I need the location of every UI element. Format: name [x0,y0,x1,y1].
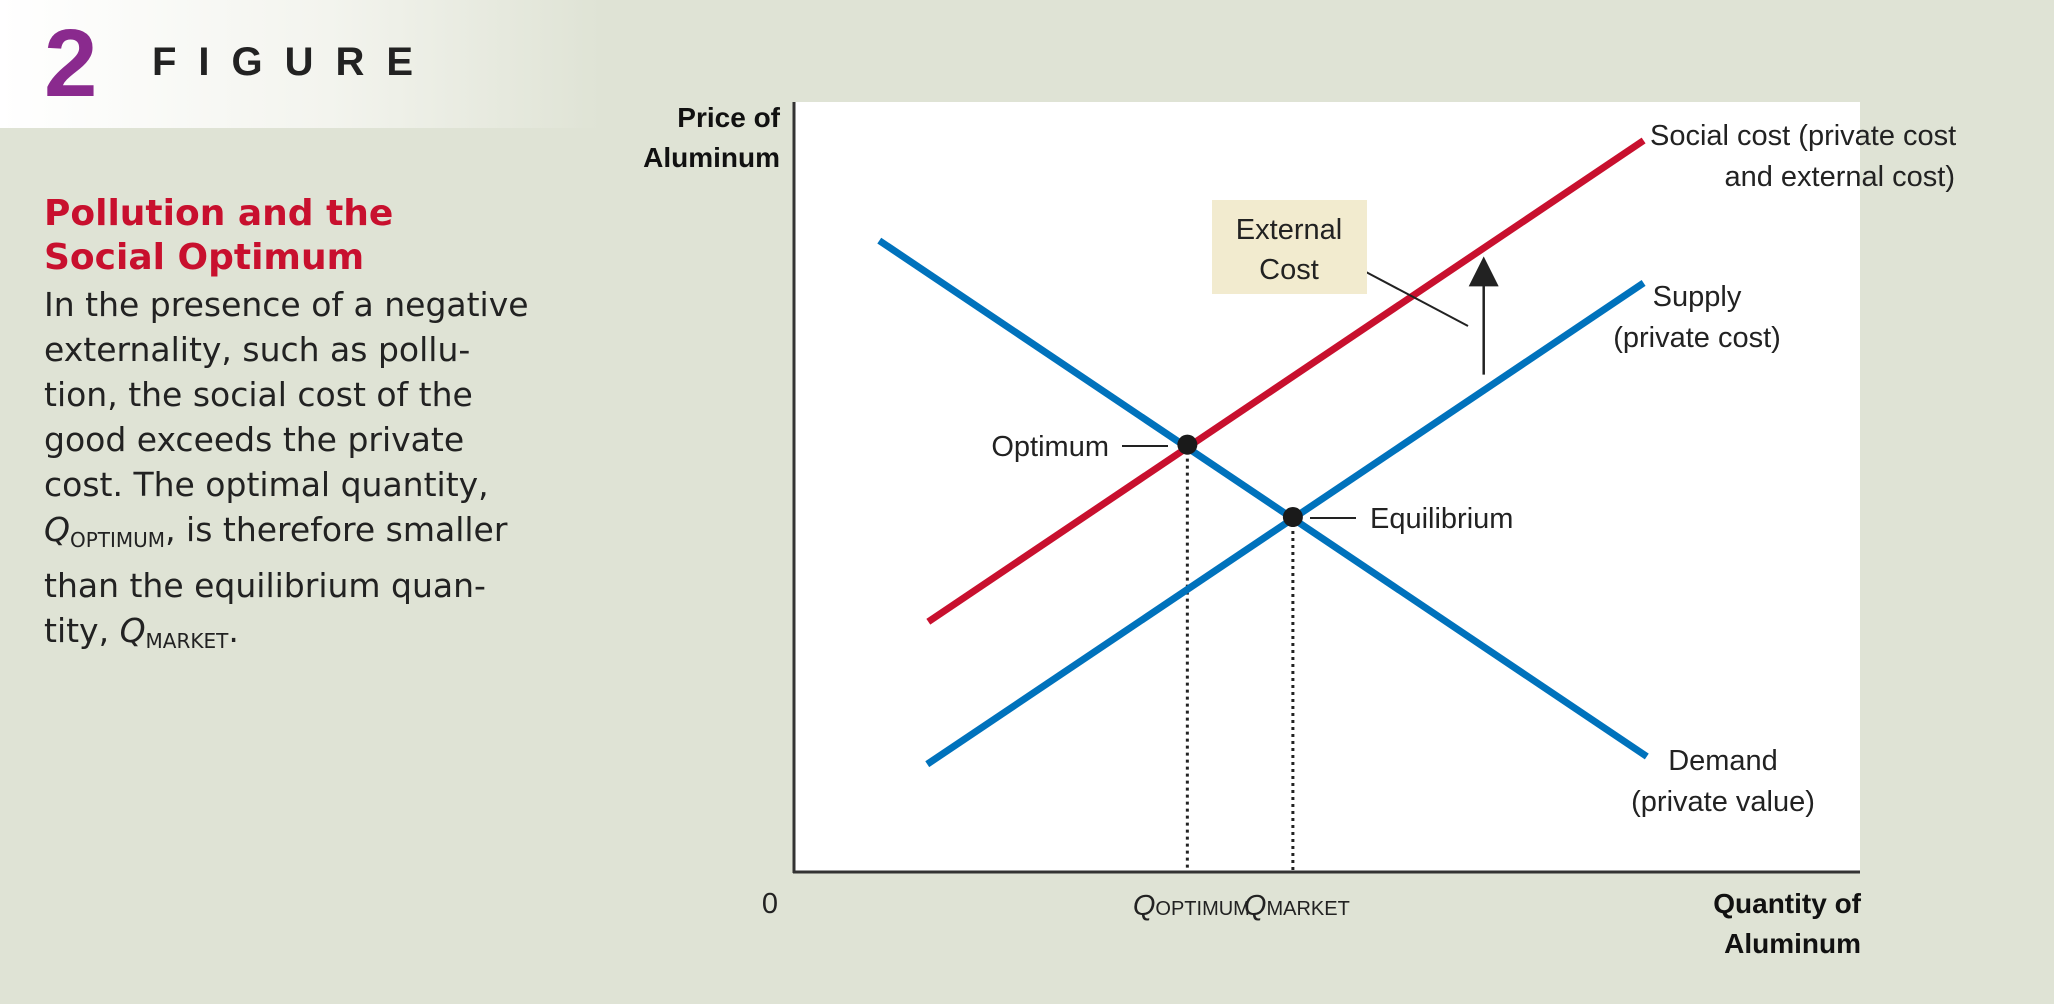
caption-line: cost. The optimal quantity, [44,465,489,504]
caption-line: good exceeds the private [44,420,465,459]
caption-line: tion, the social cost of the [44,375,473,414]
supply-label-line-1: Supply [1653,281,1742,313]
optimum-point [1177,434,1198,455]
external-cost-label-line-1: External [1236,214,1342,246]
caption-line: externality, such as pollu- [44,330,471,369]
q-optimum-tick-label: QOPTIMUM [1133,890,1250,922]
caption-line: In the presence of a negative [44,285,529,324]
supply-label-line-2: (private cost) [1613,322,1781,354]
caption-body: In the presence of a negative externalit… [44,282,564,664]
caption-title: Pollution and the Social Optimum [44,192,564,280]
demand-label-line-2: (private value) [1631,786,1815,818]
caption-text: . [228,611,239,650]
demand-line [877,237,1649,760]
y-axis-label-line-2: Aluminum [643,142,780,173]
q-symbol: Q [1133,890,1156,922]
q-subscript: OPTIMUM [1155,898,1249,920]
caption-title-line-1: Pollution and the [44,193,394,234]
q-symbol: Q [119,611,146,650]
figure-number: 2 [44,10,98,117]
external-cost-box [1212,200,1367,294]
figure-header-band [0,0,600,128]
y-axis-label-line-1: Price of [677,102,780,133]
demand-label-line-1: Demand [1668,745,1778,777]
external-cost-leader-line [1365,271,1469,327]
figure-word: FIGURE [152,40,436,84]
q-market-tick-label: QMARKET [1244,890,1350,922]
q-subscript: MARKET [1266,898,1349,920]
social-cost-line [926,137,1646,625]
equilibrium-label: Equilibrium [1370,503,1513,535]
caption-line: tity, QMARKET. [44,608,564,664]
x-axis-label-line-2: Aluminum [1724,928,1861,959]
external-cost-label-line-2: Cost [1259,254,1319,286]
optimum-label: Optimum [991,431,1109,463]
caption-line: than the equilibrium quan- [44,566,486,605]
caption-title-line-2: Social Optimum [44,237,365,278]
caption-text: tity, [44,611,120,650]
q-subscript: OPTIMUM [69,528,166,552]
social-cost-label-line-2: and external cost) [1724,161,1955,193]
equilibrium-point [1282,507,1303,528]
q-subscript: MARKET [145,629,229,653]
q-symbol: Q [1244,890,1267,922]
q-symbol: Q [44,510,70,549]
x-axis-label-line-1: Quantity of [1713,888,1861,919]
caption-line: QOPTIMUM, is therefore smaller [44,507,564,563]
caption-text: , is therefore smaller [165,510,508,549]
social-cost-label-line-1: Social cost (private cost [1650,120,1956,152]
origin-label: 0 [762,888,778,920]
